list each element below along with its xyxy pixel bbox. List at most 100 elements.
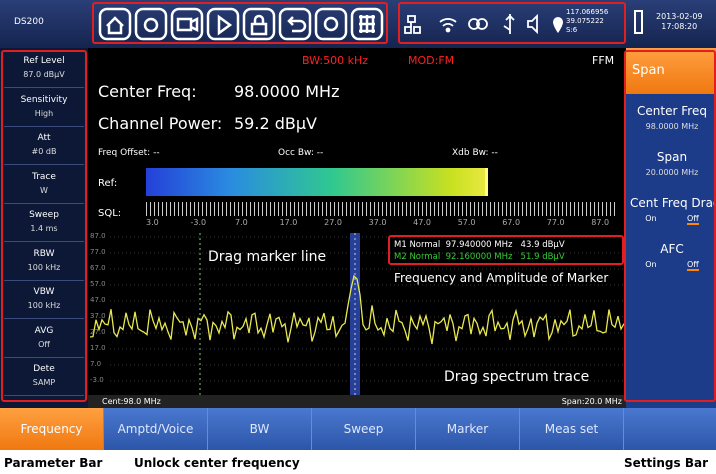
status-area: 117.066956 39.075222 S:6 bbox=[398, 2, 626, 44]
xdb-bw: Xdb Bw: -- bbox=[452, 148, 498, 158]
settings-bar: Span Center Freq 98.0000 MHz Span 20.0000 M… bbox=[626, 48, 716, 408]
sql-scale-label: 57.0 bbox=[457, 218, 476, 227]
caption: Unlock center frequency bbox=[134, 456, 300, 470]
top-bar: DS200 117.066956 39.075222 S:6 2013-02-09 1… bbox=[0, 0, 716, 48]
tab[interactable]: Marker bbox=[416, 408, 520, 450]
tab-bar: Frequency Amptd/Voice BW Sweep Marker Meas se… bbox=[0, 408, 716, 450]
toggle-off[interactable]: Off bbox=[686, 260, 699, 271]
setting-label: Cent Freq Drag bbox=[630, 196, 714, 210]
y-label: 27.0 bbox=[90, 328, 106, 336]
sql-scale-label: 7.0 bbox=[235, 218, 248, 227]
setting-value: 98.0000 MHz bbox=[645, 122, 699, 131]
parameter-label: RBW bbox=[33, 248, 55, 259]
video-icon[interactable] bbox=[170, 7, 204, 41]
device-name: DS200 bbox=[14, 17, 44, 27]
tab[interactable]: Meas set bbox=[520, 408, 624, 450]
parameter-value: 100 kHz bbox=[27, 301, 61, 310]
parameter-value: High bbox=[34, 108, 54, 118]
sql-scale: 3.0 -3.0 7.0 17.0 27.0 37.0 47.0 57.0 67.0 77.0 87… bbox=[146, 218, 618, 230]
toolbar bbox=[92, 2, 388, 44]
settings-title: Span bbox=[626, 48, 716, 94]
parameter-value: SAMP bbox=[32, 378, 56, 387]
datetime: 2013-02-09 17:08:20 bbox=[656, 12, 703, 32]
tab[interactable]: Amptd/Voice bbox=[104, 408, 208, 450]
annotation: Frequency and Amplitude of Marker bbox=[394, 271, 609, 285]
sql-scale-label: 47.0 bbox=[413, 218, 431, 227]
toggle: On Off bbox=[630, 214, 714, 225]
sql-scale-label: 3.0 bbox=[146, 218, 159, 227]
spectrum-trace bbox=[89, 274, 625, 345]
parameter[interactable]: VBW 100 kHz bbox=[4, 283, 84, 319]
tab[interactable]: Frequency bbox=[0, 408, 104, 450]
parameter[interactable]: RBW 100 kHz bbox=[4, 245, 84, 281]
parameter-label: AVG bbox=[34, 325, 54, 336]
tab[interactable]: Sweep bbox=[312, 408, 416, 450]
parameter[interactable]: Dete SAMP bbox=[4, 360, 84, 396]
setting[interactable]: Cent Freq Drag On Off bbox=[630, 192, 714, 246]
time: 17:08:20 bbox=[661, 22, 698, 31]
marker-2: M2 Normal 92.160000 MHz 51.9 dBμV bbox=[394, 252, 565, 262]
latitude: 39.075222 bbox=[566, 17, 604, 25]
parameter[interactable]: Trace W bbox=[4, 168, 84, 204]
parameter-value: #0 dB bbox=[31, 147, 57, 156]
center-label: Center Freq: bbox=[98, 82, 197, 101]
y-label: 77.0 bbox=[90, 248, 106, 256]
setting[interactable]: AFC On Off bbox=[630, 238, 714, 292]
power-label: Channel Power: bbox=[98, 114, 223, 133]
grid-icon[interactable] bbox=[350, 7, 384, 41]
parameter-label: VBW bbox=[33, 287, 55, 297]
sql-scale-label: 77.0 bbox=[546, 218, 565, 227]
lock-icon[interactable] bbox=[242, 7, 276, 41]
play-icon[interactable] bbox=[206, 7, 240, 41]
setting[interactable]: Center Freq 98.0000 MHz bbox=[630, 100, 714, 154]
parameter-label: Dete bbox=[33, 364, 55, 374]
span-label: Span:20.0 MHz bbox=[561, 397, 622, 406]
setting-label: Span bbox=[656, 150, 688, 164]
parameter-bar: Ref Level 87.0 dBμV Sensitivity High Att #0 d… bbox=[0, 48, 88, 408]
camera-icon[interactable] bbox=[134, 7, 168, 41]
satellites: S:6 bbox=[566, 26, 578, 34]
center-value: 98.0000 MHz bbox=[234, 82, 340, 101]
sql-ticks bbox=[146, 202, 618, 216]
parameter[interactable]: Ref Level 87.0 dBμV bbox=[4, 52, 84, 88]
setting-label: AFC bbox=[660, 242, 684, 256]
parameter-value: 100 kHz bbox=[27, 262, 61, 272]
tab[interactable]: BW bbox=[208, 408, 312, 450]
parameter[interactable]: Sensitivity High bbox=[4, 91, 84, 127]
parameter-value: 87.0 dBμV bbox=[23, 70, 65, 79]
parameter[interactable]: Att #0 dB bbox=[4, 129, 84, 165]
marker-1: M1 Normal 97.940000 MHz 43.9 dBμV bbox=[394, 240, 565, 250]
parameter-label: Sensitivity bbox=[20, 94, 68, 105]
status-icons bbox=[404, 13, 538, 35]
y-label: 37.0 bbox=[90, 312, 106, 320]
power-value: 59.2 dBμV bbox=[234, 114, 317, 133]
toggle-off[interactable]: Off bbox=[686, 214, 699, 225]
y-label: 67.0 bbox=[90, 264, 106, 272]
sql-scale-label: 17.0 bbox=[279, 218, 298, 227]
mode-info: FFM bbox=[592, 54, 615, 67]
setting[interactable]: Span 20.0000 MHz bbox=[630, 146, 714, 200]
spectrum: M1 Normal 97.940000 MHz 43.9 dBμV M2 Nor… bbox=[88, 232, 626, 395]
spectrum-plot bbox=[89, 233, 626, 395]
parameter[interactable]: Sweep 1.4 ms bbox=[4, 206, 84, 242]
parameter-label: Sweep bbox=[29, 210, 59, 220]
parameter[interactable]: AVG Off bbox=[4, 322, 84, 358]
y-label: -3.0 bbox=[90, 376, 104, 384]
back-icon[interactable] bbox=[278, 7, 312, 41]
longitude: 117.066956 bbox=[566, 8, 609, 16]
toggle-on[interactable]: On bbox=[645, 260, 657, 269]
sql-scale-label: -3.0 bbox=[190, 218, 207, 227]
date: 2013-02-09 bbox=[656, 12, 703, 21]
spectrum-footer: Cent:98.0 MHz Span:20.0 MHz bbox=[88, 395, 626, 408]
setting-label: Center Freq bbox=[637, 104, 707, 118]
home-icon[interactable] bbox=[98, 7, 132, 41]
ref-label: Ref: bbox=[98, 178, 118, 189]
occ-bw: Occ Bw: -- bbox=[278, 148, 324, 158]
mod-info: MOD:FM bbox=[408, 54, 455, 67]
toggle-on[interactable]: On bbox=[645, 214, 657, 223]
settings-icon[interactable] bbox=[314, 7, 348, 41]
battery-icon bbox=[634, 10, 643, 34]
sql-scale-label: 27.0 bbox=[324, 218, 342, 227]
y-label: 7.0 bbox=[90, 360, 102, 368]
